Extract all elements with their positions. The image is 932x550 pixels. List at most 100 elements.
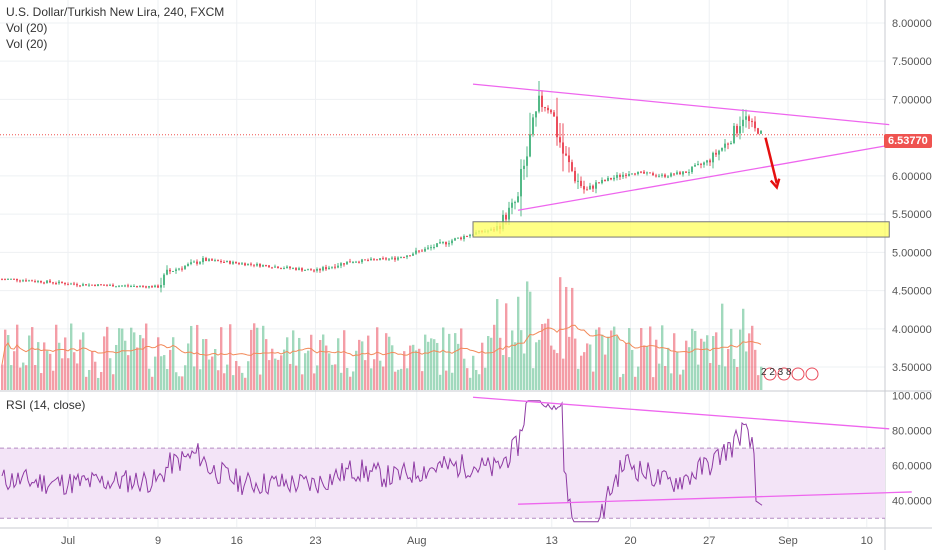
price-tick-label: 5.00000	[892, 247, 932, 259]
candle-body	[259, 263, 261, 267]
volume-bar	[343, 330, 346, 390]
volume-bar	[217, 370, 220, 390]
candle-body	[241, 263, 243, 265]
candle-body	[574, 170, 576, 182]
volume-bar	[181, 376, 184, 390]
candle-body	[547, 107, 549, 111]
candle-body	[625, 174, 627, 176]
candle-body	[709, 160, 711, 163]
volume-bar	[487, 336, 490, 390]
volume-bar	[373, 359, 376, 390]
candle-body	[562, 142, 564, 154]
volume-bar	[238, 366, 241, 390]
candle-body	[217, 260, 219, 262]
volume-bar	[274, 358, 277, 390]
volume-bar	[472, 355, 475, 390]
volume-bar	[265, 339, 268, 390]
volume-bar	[166, 369, 169, 390]
volume-bar	[511, 330, 514, 390]
volume-bar	[733, 358, 736, 390]
candle-body	[232, 261, 234, 264]
candle-body	[514, 202, 516, 204]
volume-bar	[52, 370, 55, 390]
volume-bar	[43, 342, 46, 390]
events-badge[interactable]: 2 2 3 8	[761, 367, 792, 378]
candle-body	[343, 263, 345, 265]
volume-bar	[160, 356, 163, 390]
volume-bar	[727, 348, 730, 390]
volume-bar	[328, 353, 331, 390]
volume-bar	[586, 343, 589, 390]
candle-body	[607, 177, 609, 181]
volume-bar	[205, 339, 208, 390]
candle-body	[724, 143, 726, 148]
volume-bar	[256, 327, 259, 390]
volume-bar	[457, 343, 460, 390]
candle-body	[760, 130, 762, 134]
volume-bar	[490, 337, 493, 390]
event-marker-icon	[763, 367, 777, 381]
volume-bar	[379, 360, 382, 390]
volume-bar	[496, 299, 499, 390]
volume-bar	[505, 303, 508, 390]
candle-body	[757, 128, 759, 134]
candle-body	[433, 246, 435, 248]
volume-bar	[397, 369, 400, 390]
volume-bar	[220, 327, 223, 390]
volume-bar	[424, 334, 427, 390]
candle-body	[118, 285, 120, 287]
volume-bar	[607, 336, 610, 390]
candle-body	[199, 262, 201, 264]
volume-bar	[16, 324, 19, 390]
candle-body	[121, 285, 123, 287]
candle-body	[661, 174, 663, 176]
volume-bar	[142, 338, 145, 390]
candle-body	[592, 185, 594, 189]
candle-body	[403, 257, 405, 259]
volume-bar	[649, 326, 652, 390]
candle-body	[640, 171, 642, 173]
candle-body	[400, 257, 402, 259]
volume-bar	[625, 343, 628, 390]
candle-body	[97, 284, 99, 287]
candle-body	[646, 172, 648, 174]
volume-bar	[463, 358, 466, 390]
down-arrow-shaft	[764, 137, 778, 184]
candle-body	[409, 255, 411, 257]
candle-body	[457, 237, 459, 239]
rsi-tick-label: 40.0000	[892, 496, 932, 508]
candle-body	[412, 253, 414, 256]
volume-legend-2: Vol (20)	[6, 37, 48, 51]
candle-body	[460, 237, 462, 240]
volume-bar	[46, 350, 49, 390]
candle-body	[367, 259, 369, 261]
candle-body	[418, 250, 420, 252]
candle-body	[154, 285, 156, 288]
candle-body	[544, 107, 546, 109]
volume-bar	[529, 291, 532, 390]
volume-bar	[115, 344, 118, 390]
volume-bar	[301, 374, 304, 390]
volume-bar	[106, 326, 109, 390]
candle-body	[136, 285, 138, 287]
candle-body	[178, 268, 180, 270]
time-tick-label: Jul	[61, 535, 75, 547]
volume-bar	[715, 332, 718, 390]
candle-body	[133, 285, 135, 287]
volume-bar	[64, 337, 67, 390]
volume-bar	[697, 364, 700, 390]
volume-bar	[172, 337, 175, 390]
rsi-title: RSI (14, close)	[6, 398, 86, 412]
time-tick-label: 10	[861, 535, 873, 547]
candle-body	[208, 259, 210, 261]
candle-body	[691, 166, 693, 173]
volume-bar	[148, 368, 151, 390]
volume-bar	[223, 373, 226, 390]
volume-bar	[736, 367, 739, 390]
volume-bar	[70, 323, 73, 390]
candle-body	[175, 269, 177, 271]
volume-bar	[550, 345, 553, 390]
volume-bar	[157, 337, 160, 390]
candle-body	[454, 238, 456, 241]
